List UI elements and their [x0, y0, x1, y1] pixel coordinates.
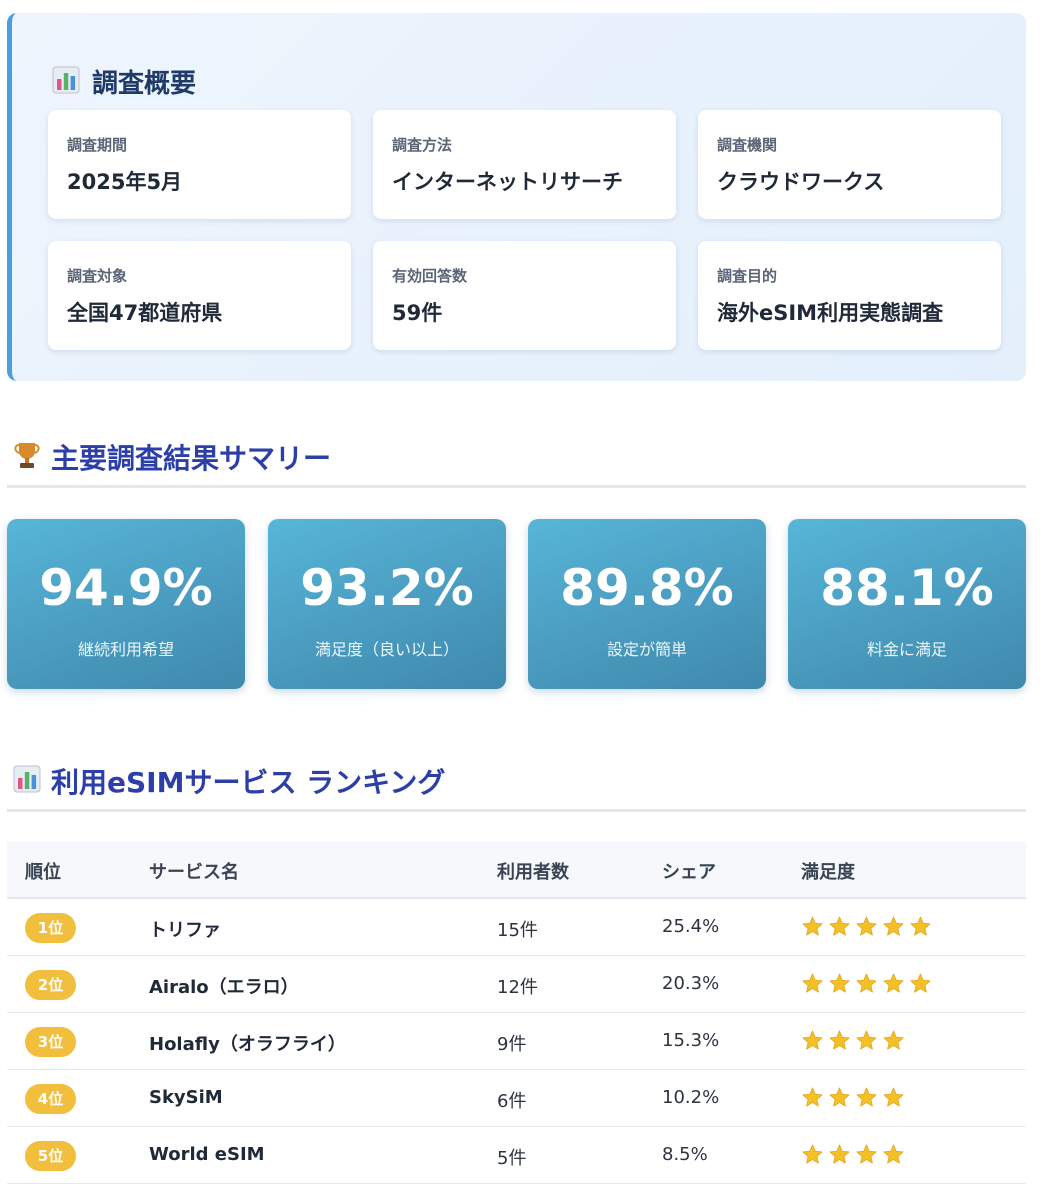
user-count: 9件 — [497, 1034, 527, 1055]
star-icon — [855, 1029, 878, 1052]
share-value: 8.5% — [662, 1144, 708, 1165]
satisfaction-stars — [801, 972, 932, 995]
stat-card-continuation: 94.9% 継続利用希望 — [7, 519, 245, 689]
stat-value: 88.1% — [820, 559, 994, 617]
star-icon — [882, 1029, 905, 1052]
star-icon — [828, 1143, 851, 1166]
info-value: インターネットリサーチ — [392, 170, 623, 194]
header-satisfaction: 満足度 — [801, 862, 855, 883]
info-value: 海外eSIM利用実態調査 — [717, 301, 944, 325]
satisfaction-stars — [801, 915, 932, 938]
user-count: 5件 — [497, 1148, 527, 1169]
star-icon — [882, 1086, 905, 1109]
star-icon — [855, 1086, 878, 1109]
share-value: 25.4% — [662, 916, 720, 937]
info-label: 調査期間 — [67, 136, 128, 154]
info-value: クラウドワークス — [717, 170, 885, 194]
service-name: SkySiM — [149, 1087, 223, 1108]
table-row: 4位 SkySiM 6件 10.2% — [7, 1070, 1026, 1127]
table-row: 2位 Airalo（エラロ） 12件 20.3% — [7, 956, 1026, 1013]
stat-label: 料金に満足 — [866, 640, 947, 659]
header-service-name: サービス名 — [149, 862, 239, 883]
info-label: 調査機関 — [717, 136, 778, 154]
star-icon — [828, 1029, 851, 1052]
satisfaction-stars — [801, 1143, 905, 1166]
info-label: 有効回答数 — [392, 267, 468, 285]
stat-card-price: 88.1% 料金に満足 — [788, 519, 1026, 689]
star-icon — [882, 972, 905, 995]
stat-value: 89.8% — [560, 559, 734, 617]
rank-badge: 4位 — [25, 1084, 76, 1114]
star-icon — [828, 915, 851, 938]
info-label: 調査目的 — [717, 267, 778, 285]
ranking-title: 利用eSIMサービス ランキング — [51, 765, 446, 799]
rank-badge: 1位 — [25, 913, 76, 943]
table-row: 5位 World eSIM 5件 8.5% — [7, 1127, 1026, 1184]
info-card-responses: 有効回答数 59件 — [373, 241, 676, 350]
user-count: 12件 — [497, 977, 538, 998]
stat-value: 94.9% — [39, 559, 213, 617]
header-users: 利用者数 — [497, 862, 569, 883]
table-row: 1位 トリファ 15件 25.4% — [7, 899, 1026, 956]
header-share: シェア — [662, 862, 716, 883]
survey-overview-card: 調査概要 調査期間 2025年5月 調査方法 インターネットリサーチ 調査機関 … — [7, 13, 1026, 381]
star-icon — [828, 1086, 851, 1109]
star-icon — [801, 915, 824, 938]
rank-badge: 2位 — [25, 970, 76, 1000]
service-name: Airalo（エラロ） — [149, 977, 299, 998]
bar-chart-icon — [52, 66, 80, 98]
info-value: 59件 — [392, 301, 443, 325]
user-count: 6件 — [497, 1091, 527, 1112]
star-icon — [909, 972, 932, 995]
star-icon — [909, 915, 932, 938]
stat-label: 継続利用希望 — [77, 640, 174, 659]
overview-title-row: 調査概要 — [52, 63, 196, 100]
user-count: 15件 — [497, 920, 538, 941]
star-icon — [855, 1143, 878, 1166]
rank-badge: 3位 — [25, 1027, 76, 1057]
info-card-purpose: 調査目的 海外eSIM利用実態調査 — [698, 241, 1001, 350]
share-value: 10.2% — [662, 1087, 720, 1108]
service-name: World eSIM — [149, 1144, 265, 1165]
ranking-table: 順位 サービス名 利用者数 シェア 満足度 1位 トリファ 15件 25.4% 2位 Ai… — [7, 842, 1026, 1184]
star-icon — [855, 972, 878, 995]
rank-badge: 5位 — [25, 1141, 76, 1171]
star-icon — [801, 1143, 824, 1166]
stat-label: 設定が簡単 — [606, 640, 687, 659]
info-card-organization: 調査機関 クラウドワークス — [698, 110, 1001, 219]
stat-card-easy-setup: 89.8% 設定が簡単 — [528, 519, 766, 689]
service-name: トリファ — [149, 920, 221, 941]
summary-title: 主要調査結果サマリー — [51, 441, 332, 475]
star-icon — [801, 1086, 824, 1109]
table-row: 3位 Holafly（オラフライ） 9件 15.3% — [7, 1013, 1026, 1070]
bar-chart-icon — [13, 765, 41, 797]
service-name: Holafly（オラフライ） — [149, 1034, 346, 1055]
star-icon — [882, 915, 905, 938]
satisfaction-stars — [801, 1086, 905, 1109]
star-icon — [855, 915, 878, 938]
share-value: 20.3% — [662, 973, 720, 994]
star-icon — [801, 1029, 824, 1052]
star-icon — [801, 972, 824, 995]
overview-title: 調査概要 — [92, 69, 197, 99]
info-card-target: 調査対象 全国47都道府県 — [48, 241, 351, 350]
info-card-method: 調査方法 インターネットリサーチ — [373, 110, 676, 219]
info-value: 2025年5月 — [67, 170, 183, 194]
stat-value: 93.2% — [300, 559, 474, 617]
share-value: 15.3% — [662, 1030, 720, 1051]
stat-label: 満足度（良い以上） — [314, 640, 459, 659]
trophy-icon — [13, 440, 41, 474]
summary-section-heading: 主要調査結果サマリー — [7, 428, 1026, 488]
stat-card-satisfaction: 93.2% 満足度（良い以上） — [268, 519, 506, 689]
satisfaction-stars — [801, 1029, 905, 1052]
info-label: 調査方法 — [392, 136, 453, 154]
table-header-row: 順位 サービス名 利用者数 シェア 満足度 — [7, 842, 1026, 899]
info-value: 全国47都道府県 — [67, 301, 223, 325]
ranking-section-heading: 利用eSIMサービス ランキング — [7, 752, 1026, 812]
header-rank: 順位 — [25, 862, 61, 883]
star-icon — [882, 1143, 905, 1166]
info-card-period: 調査期間 2025年5月 — [48, 110, 351, 219]
star-icon — [828, 972, 851, 995]
info-label: 調査対象 — [67, 267, 128, 285]
